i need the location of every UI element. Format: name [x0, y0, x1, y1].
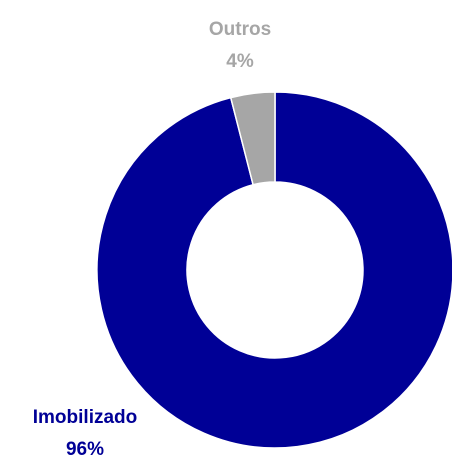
category-label: Outros: [209, 19, 271, 40]
value-label: 96%: [66, 439, 104, 460]
donut-segment: [96, 91, 452, 449]
value-label: 4%: [226, 51, 254, 72]
donut-segment: [229, 91, 276, 186]
category-label: Imobilizado: [33, 407, 138, 428]
